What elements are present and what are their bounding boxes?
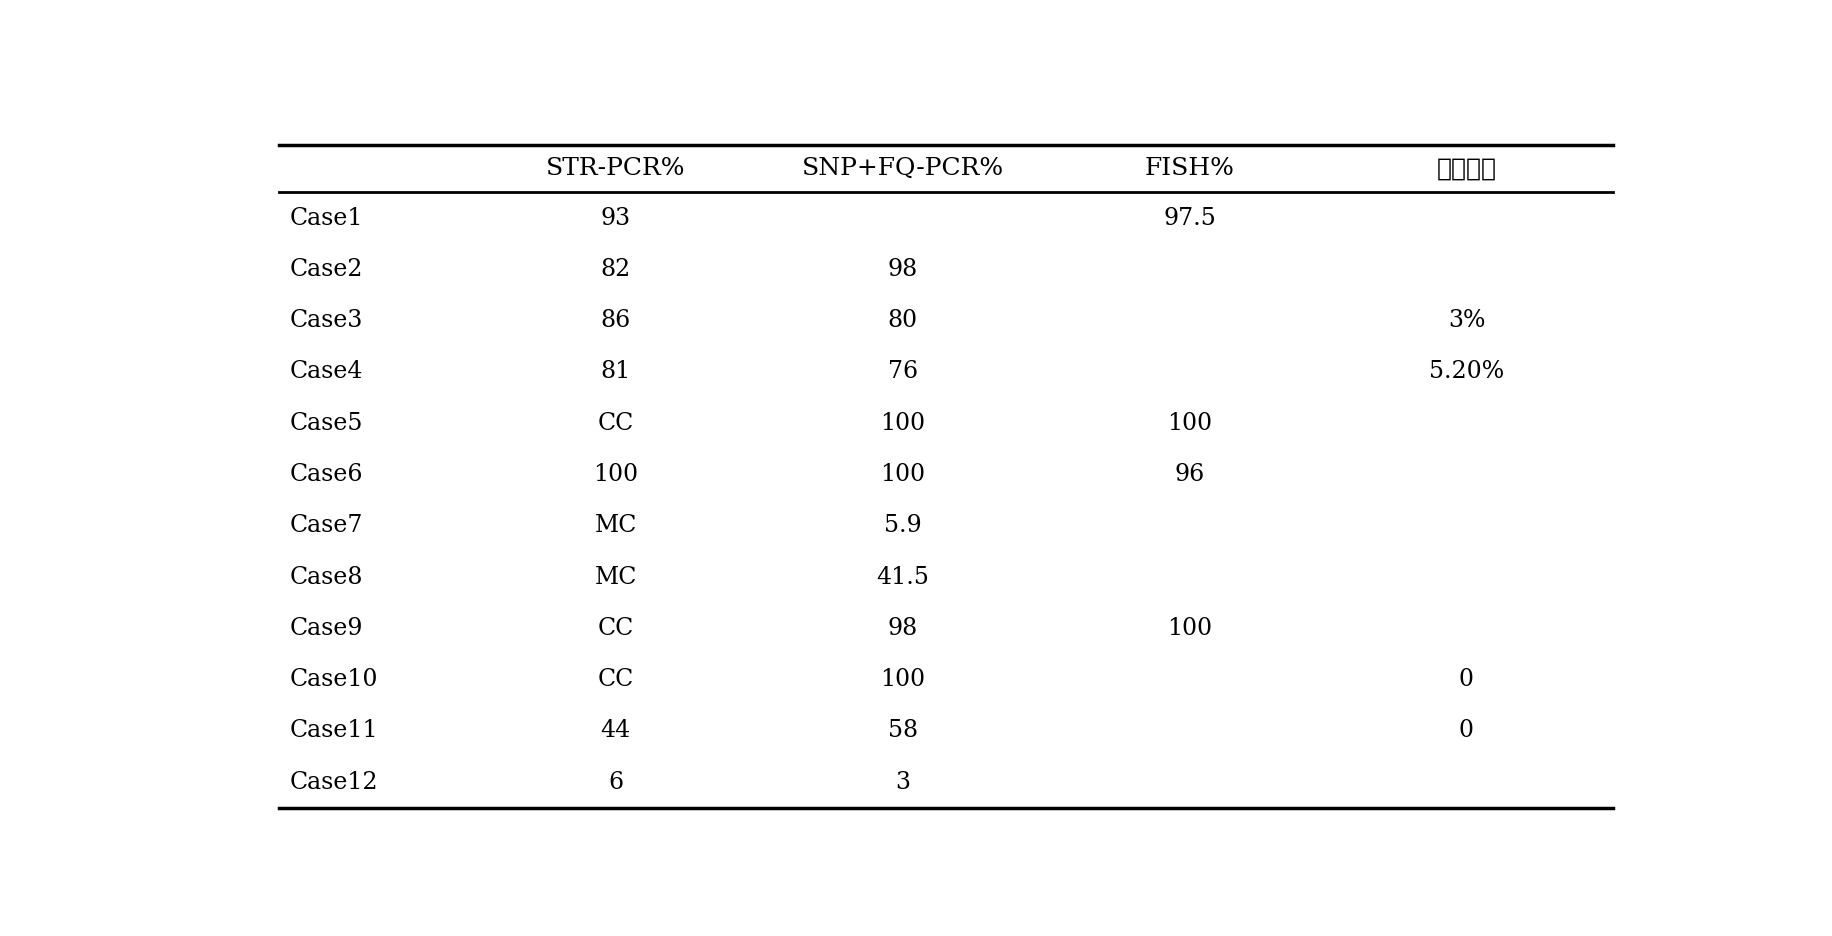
Text: 86: 86: [601, 309, 630, 332]
Text: Case11: Case11: [289, 720, 379, 742]
Text: 82: 82: [601, 258, 630, 281]
Text: STR-PCR%: STR-PCR%: [546, 157, 685, 180]
Text: 100: 100: [879, 412, 925, 434]
Text: 96: 96: [1174, 463, 1205, 486]
Text: 80: 80: [887, 309, 918, 332]
Text: 98: 98: [887, 258, 918, 281]
Text: 58: 58: [887, 720, 918, 742]
Text: 98: 98: [887, 617, 918, 640]
Text: Case6: Case6: [289, 463, 363, 486]
Text: Case2: Case2: [289, 258, 363, 281]
Text: 81: 81: [601, 360, 630, 384]
Text: Case9: Case9: [289, 617, 363, 640]
Text: CC: CC: [597, 617, 634, 640]
Text: 44: 44: [601, 720, 630, 742]
Text: 3%: 3%: [1447, 309, 1486, 332]
Text: Case8: Case8: [289, 565, 363, 589]
Text: 100: 100: [1167, 412, 1213, 434]
Text: 76: 76: [887, 360, 918, 384]
Text: 0: 0: [1458, 668, 1475, 691]
Text: 100: 100: [594, 463, 638, 486]
Text: 6: 6: [608, 770, 623, 794]
Text: 5.20%: 5.20%: [1429, 360, 1504, 384]
Text: FISH%: FISH%: [1145, 157, 1235, 180]
Text: Case12: Case12: [289, 770, 379, 794]
Text: 融合基因: 融合基因: [1436, 156, 1497, 181]
Text: Case10: Case10: [289, 668, 379, 691]
Text: Case1: Case1: [289, 207, 363, 229]
Text: 93: 93: [601, 207, 630, 229]
Text: MC: MC: [595, 565, 638, 589]
Text: 100: 100: [1167, 617, 1213, 640]
Text: MC: MC: [595, 514, 638, 537]
Text: 97.5: 97.5: [1163, 207, 1216, 229]
Text: 100: 100: [879, 668, 925, 691]
Text: Case7: Case7: [289, 514, 363, 537]
Text: 41.5: 41.5: [876, 565, 929, 589]
Text: CC: CC: [597, 412, 634, 434]
Text: 0: 0: [1458, 720, 1475, 742]
Text: Case3: Case3: [289, 309, 363, 332]
Text: 100: 100: [879, 463, 925, 486]
Text: 3: 3: [896, 770, 911, 794]
Text: SNP+FQ-PCR%: SNP+FQ-PCR%: [802, 157, 1004, 180]
Text: Case4: Case4: [289, 360, 363, 384]
Text: 5.9: 5.9: [883, 514, 921, 537]
Text: Case5: Case5: [289, 412, 363, 434]
Text: CC: CC: [597, 668, 634, 691]
